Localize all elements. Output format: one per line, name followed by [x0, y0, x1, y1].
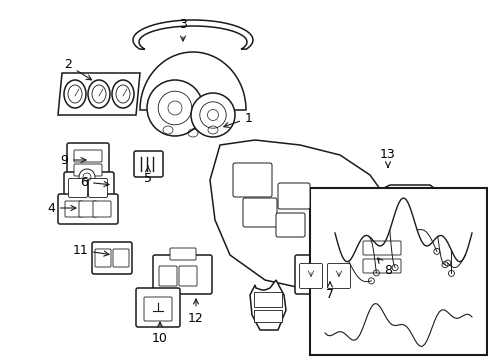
Text: 11: 11 [72, 243, 109, 256]
Text: 1: 1 [224, 112, 252, 127]
Polygon shape [209, 140, 394, 290]
FancyBboxPatch shape [275, 213, 305, 237]
FancyBboxPatch shape [362, 241, 400, 255]
Circle shape [79, 169, 95, 185]
FancyBboxPatch shape [88, 179, 107, 198]
Ellipse shape [191, 93, 235, 137]
Text: 6: 6 [80, 175, 109, 189]
Text: 9: 9 [60, 153, 86, 166]
FancyBboxPatch shape [93, 201, 111, 217]
FancyBboxPatch shape [58, 194, 118, 224]
FancyBboxPatch shape [299, 264, 322, 288]
Polygon shape [133, 20, 252, 49]
Text: 8: 8 [377, 258, 391, 276]
Bar [309, 188, 486, 355]
FancyBboxPatch shape [170, 248, 196, 260]
FancyBboxPatch shape [143, 297, 172, 321]
Ellipse shape [147, 80, 203, 136]
FancyBboxPatch shape [134, 151, 163, 177]
FancyBboxPatch shape [159, 266, 177, 286]
FancyBboxPatch shape [232, 163, 271, 197]
Text: 7: 7 [325, 282, 333, 302]
Text: 13: 13 [379, 148, 395, 167]
Text: 2: 2 [64, 58, 91, 80]
Text: 10: 10 [152, 322, 167, 345]
FancyBboxPatch shape [79, 201, 97, 217]
Text: 3: 3 [179, 18, 186, 41]
Text: 5: 5 [143, 166, 152, 184]
FancyBboxPatch shape [74, 150, 102, 162]
Polygon shape [140, 52, 245, 110]
Polygon shape [359, 185, 449, 225]
Polygon shape [58, 73, 140, 115]
FancyBboxPatch shape [243, 198, 276, 227]
FancyBboxPatch shape [95, 249, 111, 267]
FancyBboxPatch shape [153, 255, 212, 294]
FancyBboxPatch shape [113, 249, 129, 267]
FancyBboxPatch shape [68, 179, 87, 198]
Ellipse shape [112, 80, 134, 108]
Ellipse shape [88, 80, 110, 108]
FancyBboxPatch shape [278, 183, 309, 209]
FancyBboxPatch shape [65, 201, 83, 217]
FancyBboxPatch shape [92, 242, 132, 274]
FancyBboxPatch shape [67, 143, 109, 185]
FancyBboxPatch shape [327, 264, 350, 288]
Polygon shape [249, 280, 285, 330]
Bar [253, 310, 282, 322]
Text: 4: 4 [47, 202, 76, 215]
FancyBboxPatch shape [362, 259, 400, 273]
Bar [253, 292, 282, 307]
Ellipse shape [64, 80, 86, 108]
FancyBboxPatch shape [179, 266, 197, 286]
FancyBboxPatch shape [74, 164, 102, 176]
FancyBboxPatch shape [353, 236, 407, 278]
Text: 12: 12 [188, 299, 203, 324]
FancyBboxPatch shape [64, 172, 114, 204]
FancyBboxPatch shape [294, 255, 353, 294]
FancyBboxPatch shape [136, 288, 180, 327]
